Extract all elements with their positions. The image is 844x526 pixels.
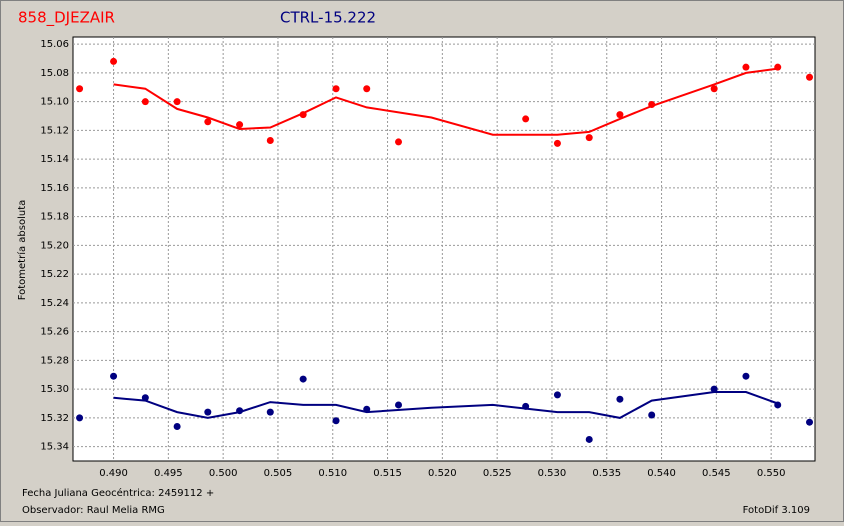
data-point <box>522 115 530 123</box>
data-point <box>616 395 624 403</box>
data-point <box>774 63 782 71</box>
y-tick-label: 15.24 <box>40 298 69 309</box>
data-point <box>266 408 274 416</box>
x-tick-label: 0.500 <box>209 468 238 479</box>
x-tick-label: 0.490 <box>99 468 128 479</box>
data-point <box>141 394 149 402</box>
y-tick-label: 15.12 <box>40 125 69 136</box>
data-point <box>585 435 593 443</box>
data-point <box>363 405 371 413</box>
plot-area <box>72 36 816 462</box>
data-point <box>774 401 782 409</box>
series-label: 858_DJEZAIR <box>18 9 115 28</box>
data-point <box>585 134 593 142</box>
data-point <box>76 414 84 422</box>
data-point <box>710 85 718 93</box>
y-tick-label: 15.26 <box>40 327 69 338</box>
data-point <box>742 63 750 71</box>
x-axis-label: Fecha Juliana Geocéntrica: 2459112 + <box>22 487 214 499</box>
y-tick-label: 15.06 <box>40 39 69 50</box>
data-point <box>332 417 340 425</box>
x-tick-label: 0.550 <box>757 468 786 479</box>
data-point <box>742 372 750 380</box>
data-point <box>332 85 340 93</box>
data-point <box>141 98 149 106</box>
y-tick-label: 15.08 <box>40 68 69 79</box>
y-tick-label: 15.20 <box>40 240 69 251</box>
data-point <box>110 372 118 380</box>
x-tick-label: 0.520 <box>428 468 457 479</box>
fit-line <box>113 67 778 136</box>
y-tick-label: 15.10 <box>40 97 69 108</box>
y-tick-label: 15.14 <box>40 154 69 165</box>
x-tick-label: 0.515 <box>373 468 402 479</box>
x-tick-label: 0.535 <box>592 468 621 479</box>
data-point <box>299 375 307 383</box>
y-tick-label: 15.32 <box>40 413 69 424</box>
y-tick-label: 15.16 <box>40 183 69 194</box>
x-tick-label: 0.525 <box>483 468 512 479</box>
x-tick-label: 0.530 <box>538 468 567 479</box>
x-tick-label: 0.510 <box>318 468 347 479</box>
data-point <box>173 98 181 106</box>
x-tick-label: 0.505 <box>264 468 293 479</box>
data-point <box>204 408 212 416</box>
y-tick-label: 15.28 <box>40 355 69 366</box>
data-point <box>648 411 656 419</box>
data-point <box>110 57 118 65</box>
data-point <box>236 121 244 129</box>
x-tick-label: 0.540 <box>647 468 676 479</box>
x-tick-label: 0.495 <box>154 468 183 479</box>
data-point <box>236 407 244 415</box>
fit-line <box>113 391 779 419</box>
data-point <box>522 402 530 410</box>
data-point <box>299 111 307 119</box>
data-point <box>204 118 212 126</box>
x-tick-label: 0.545 <box>702 468 731 479</box>
data-point <box>553 391 561 399</box>
data-point <box>648 101 656 109</box>
y-axis-label: Fotometría absoluta <box>16 200 28 301</box>
y-tick-label: 15.30 <box>40 384 69 395</box>
data-point <box>76 85 84 93</box>
data-point <box>395 401 403 409</box>
y-tick-label: 15.22 <box>40 269 69 280</box>
data-point <box>806 418 814 426</box>
y-tick-label: 15.18 <box>40 212 69 223</box>
data-point <box>616 111 624 119</box>
data-point <box>553 139 561 147</box>
series-label: CTRL-15.222 <box>280 9 376 27</box>
data-point <box>266 136 274 144</box>
software: FotoDif 3.109 <box>743 505 810 516</box>
data-point <box>710 385 718 393</box>
data-point <box>173 423 181 431</box>
y-tick-label: 15.34 <box>40 442 69 453</box>
data-point <box>395 138 403 146</box>
data-point <box>363 85 371 93</box>
data-point <box>806 73 814 81</box>
observer: Observador: Raul Melia RMG <box>22 505 165 516</box>
